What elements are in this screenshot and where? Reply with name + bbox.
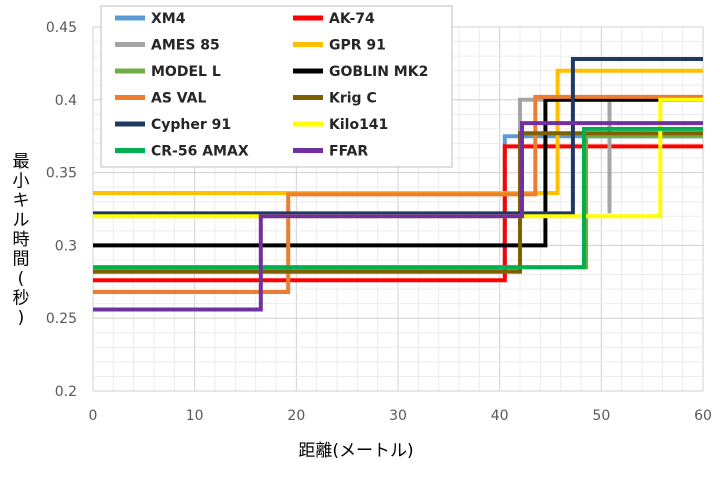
x-tick-label: 50 xyxy=(592,408,610,424)
legend-label: AK-74 xyxy=(329,11,375,27)
tick-labels: 0 10 20 30 40 50 60 0.2 0.25 0.3 0.35 0.4 0.45 xyxy=(46,20,712,424)
y-tick-label: 0.2 xyxy=(55,384,77,400)
series-line xyxy=(93,121,703,312)
legend-label: Krig C xyxy=(329,91,377,107)
legend-label: GOBLIN MK2 xyxy=(329,64,428,80)
x-tick-label: 20 xyxy=(287,408,305,424)
legend-label: Kilo141 xyxy=(329,117,388,133)
y-tick-label: 0.4 xyxy=(55,93,77,109)
legend-label: AS VAL xyxy=(151,91,207,107)
legend-label: AMES 85 xyxy=(151,38,220,54)
x-tick-label: 40 xyxy=(491,408,509,424)
legend-label: Cypher 91 xyxy=(151,117,231,133)
legend-label: GPR 91 xyxy=(329,38,386,54)
y-axis-title: 最小キル時間(秒) xyxy=(13,152,30,328)
y-tick-label: 0.3 xyxy=(55,238,77,254)
legend-box xyxy=(100,5,453,168)
series-line xyxy=(93,126,703,270)
legend-label: MODEL L xyxy=(151,64,221,80)
series-line xyxy=(93,57,703,216)
legend: XM4 AK-74 AMES 85 GPR 91 MODEL L GOBLIN MK2 AS… xyxy=(100,5,453,168)
x-tick-label: 60 xyxy=(694,408,712,424)
legend-label: XM4 xyxy=(151,11,186,27)
y-tick-label: 0.25 xyxy=(46,311,77,327)
x-tick-label: 0 xyxy=(89,408,98,424)
y-tick-label: 0.35 xyxy=(46,166,77,182)
series-line xyxy=(93,94,703,294)
series-line xyxy=(93,97,703,248)
y-tick-label: 0.45 xyxy=(46,20,77,36)
x-tick-label: 10 xyxy=(186,408,204,424)
series-lines xyxy=(93,57,703,312)
x-axis-title: 距離(メートル) xyxy=(298,441,413,461)
legend-label: CR-56 AMAX xyxy=(151,144,249,160)
legend-label: FFAR xyxy=(329,144,368,160)
x-tick-label: 30 xyxy=(389,408,407,424)
